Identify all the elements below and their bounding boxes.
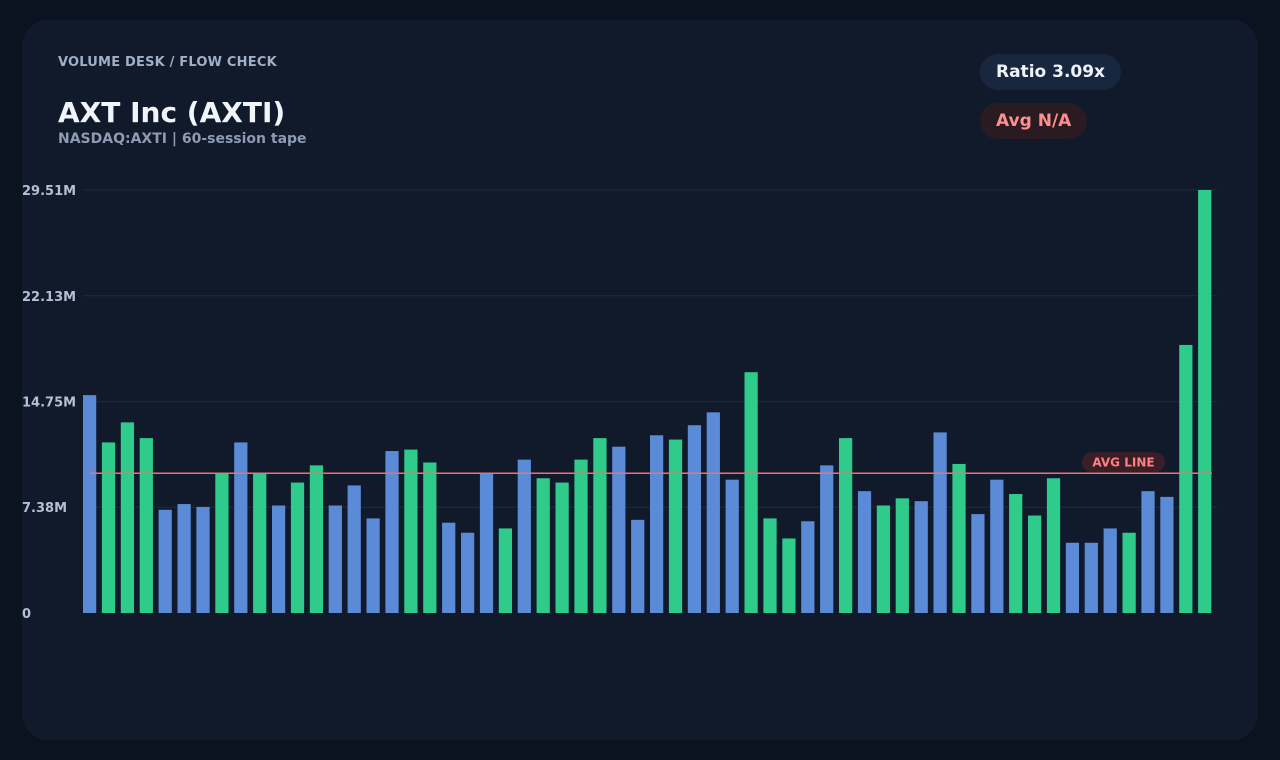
volume-bar (1065, 542, 1080, 613)
volume-bar (1009, 494, 1023, 613)
avg-line-label: AVG LINE (1092, 456, 1154, 470)
volume-bar (1028, 515, 1042, 613)
volume-bar (933, 432, 947, 613)
y-tick-label: 22.13M (22, 290, 76, 305)
volume-bar (442, 522, 456, 613)
volume-bar (555, 482, 569, 613)
volume-bar (687, 425, 702, 613)
volume-bar (668, 439, 683, 613)
volume-bar (347, 485, 361, 613)
volume-bar (952, 463, 966, 613)
volume-bar (744, 372, 758, 613)
volume-bar (650, 435, 664, 613)
volume-bar (120, 422, 135, 613)
volume-bar (196, 506, 210, 613)
volume-bar (763, 518, 777, 613)
volume-bar (1046, 478, 1061, 613)
y-axis-ticks: 0 7.38M 14.75M 22.13M 29.51M (22, 184, 76, 622)
volume-bar (101, 442, 116, 613)
volume-bar (574, 459, 588, 613)
chart-card (22, 20, 1258, 740)
volume-bar (158, 509, 172, 613)
volume-bar (1198, 190, 1212, 613)
volume-bar (593, 438, 607, 613)
avg-line-layer: AVG LINE (90, 452, 1212, 475)
volume-bar (1103, 528, 1117, 613)
page-subtitle: NASDAQ:AXTI | 60-session tape (58, 131, 307, 147)
volume-bar (498, 528, 513, 613)
avg-line-tag-bg (1082, 452, 1165, 473)
y-tick-label: 0 (22, 607, 31, 622)
volume-bar (706, 412, 720, 613)
volume-bar (1179, 344, 1193, 613)
volume-bar (385, 451, 399, 613)
volume-bar (290, 482, 305, 613)
volume-bar (328, 505, 342, 613)
volume-bar (517, 459, 531, 613)
volume-bar (536, 478, 550, 613)
volume-bar (177, 504, 191, 613)
page-title: AXT Inc (AXTI) (58, 96, 286, 129)
avg-badge: Avg N/A (980, 103, 1088, 139)
y-tick-label: 29.51M (22, 184, 76, 199)
volume-bar (971, 514, 985, 613)
volume-bar (631, 519, 645, 613)
volume-bar (423, 462, 437, 613)
volume-bar (914, 501, 928, 613)
volume-bar (83, 395, 97, 613)
volume-bar (801, 521, 815, 613)
section-eyebrow: VOLUME DESK / FLOW CHECK (58, 55, 277, 70)
volume-bar (1084, 542, 1098, 613)
volume-bar (253, 473, 267, 613)
ratio-badge: Ratio 3.09x (980, 54, 1122, 90)
avg-line-tag: AVG LINE (1082, 452, 1165, 473)
volume-bar (215, 472, 229, 613)
volume-bar (725, 479, 739, 613)
volume-bar (139, 438, 153, 613)
volume-bar (839, 438, 853, 613)
volume-bar (1160, 496, 1174, 613)
volume-bar (895, 498, 909, 613)
y-tick-label: 14.75M (22, 396, 76, 411)
y-tick-label: 7.38M (22, 501, 67, 516)
volume-bar (1122, 532, 1136, 613)
volume-bar (1141, 491, 1155, 613)
volume-bar (309, 465, 324, 613)
volume-bar (612, 446, 626, 613)
volume-bar (820, 465, 834, 613)
volume-bar (234, 442, 248, 613)
volume-bar (857, 491, 872, 613)
volume-bar (990, 479, 1004, 613)
volume-bar (479, 472, 494, 613)
volume-bar (404, 449, 418, 613)
bars-layer (83, 190, 1212, 613)
volume-bar (782, 538, 796, 613)
volume-bar (272, 505, 286, 613)
volume-bar (876, 505, 891, 613)
volume-bar (366, 518, 380, 613)
volume-bar (461, 532, 475, 613)
